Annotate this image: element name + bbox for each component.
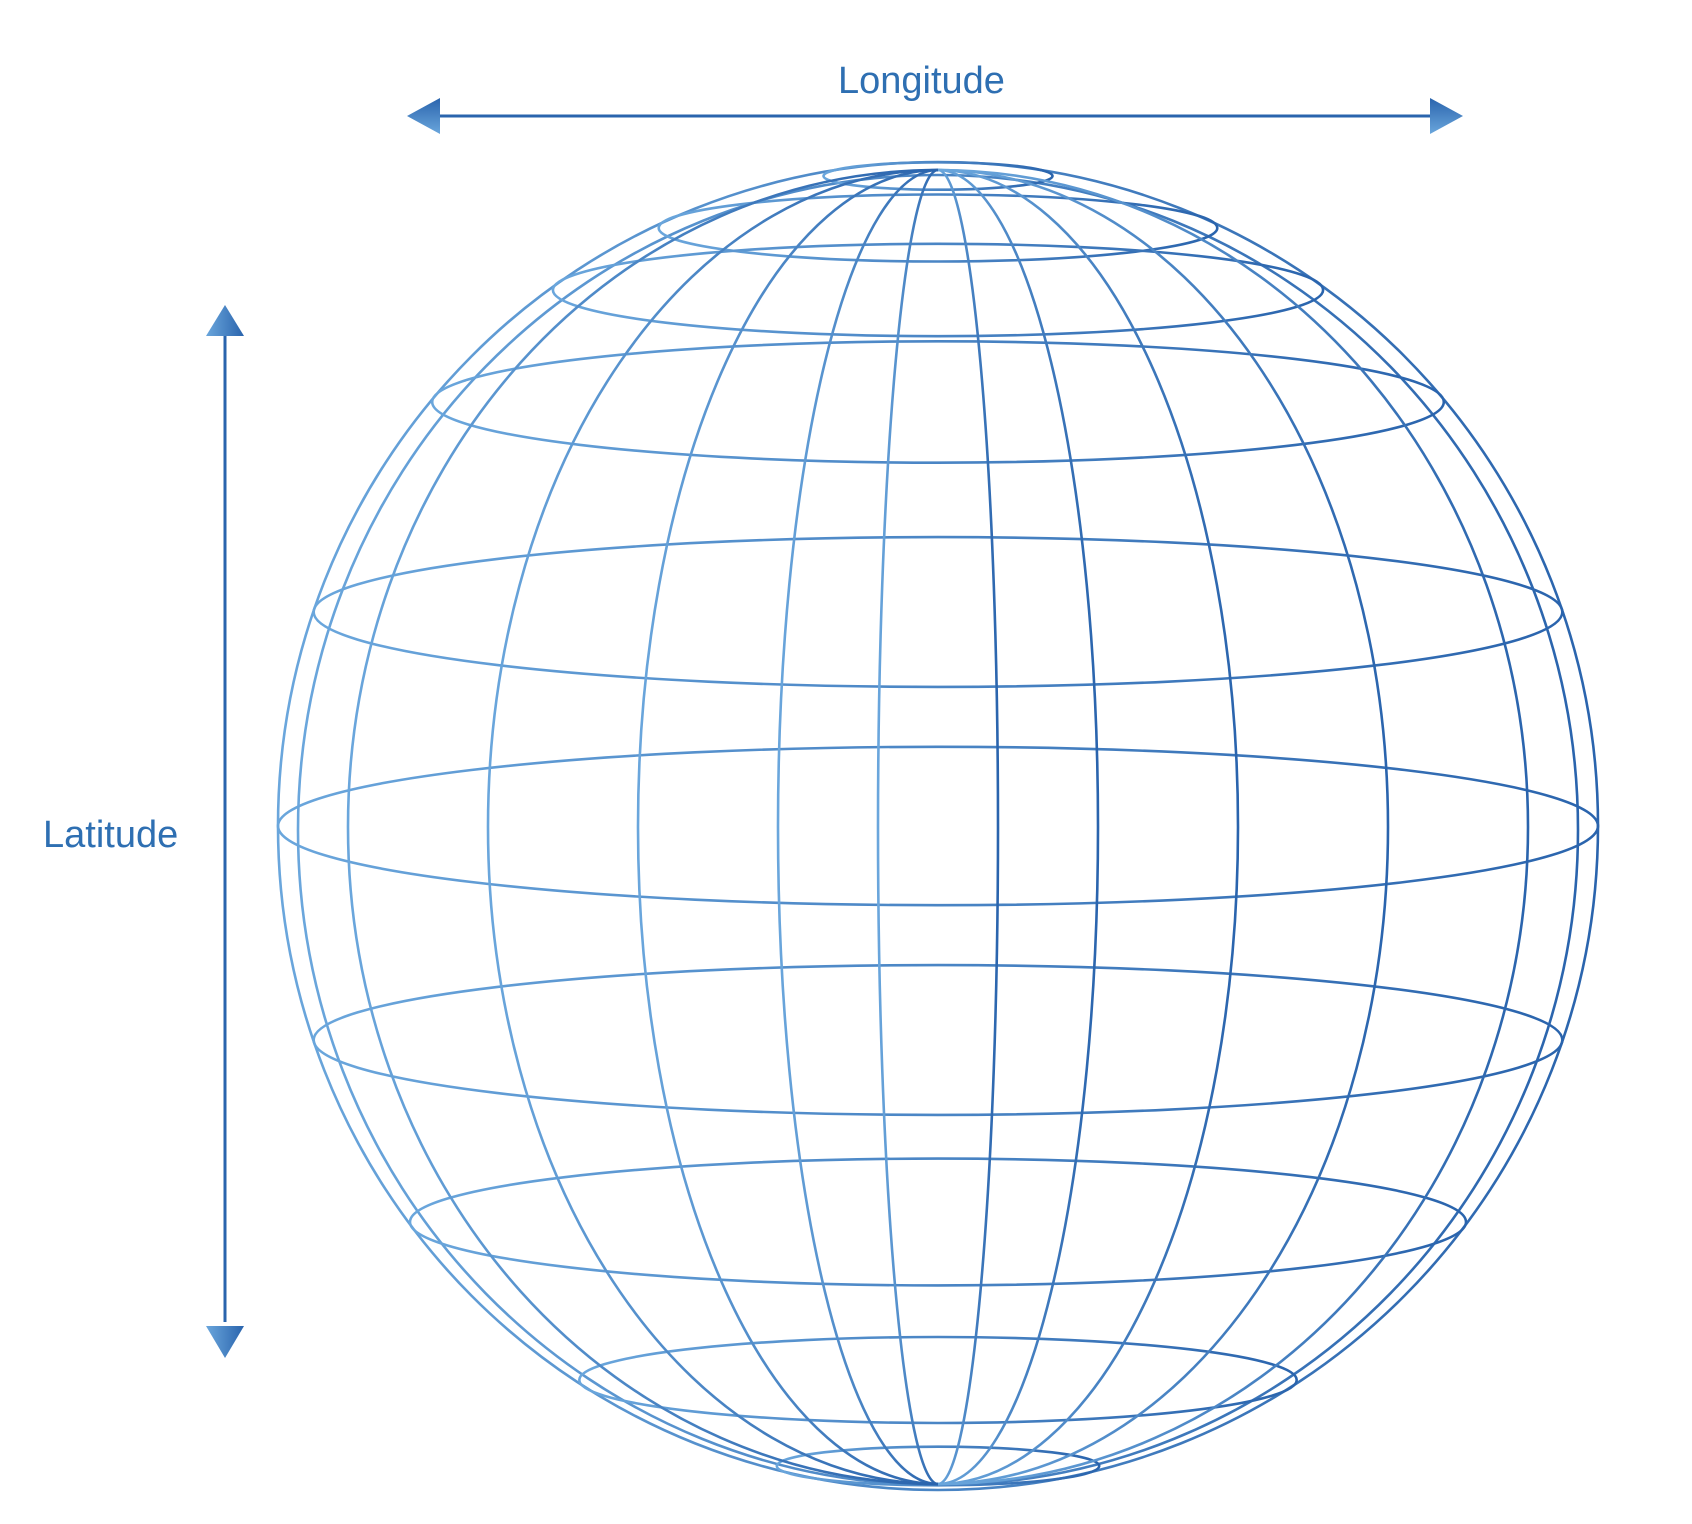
longitude-arrow-icon [407,98,1463,134]
latitude-arrow-icon [206,305,244,1358]
latitude-arrow-bottom-head [206,1326,244,1358]
globe-inner-rim [296,173,1580,1487]
longitude-line [776,168,939,1486]
longitude-arrow-left-head [407,98,440,134]
longitude-line [937,168,1530,1486]
latitude-line [822,161,1054,192]
longitude-line [636,168,939,1486]
latitude-line [312,963,1564,1117]
longitude-line [486,168,939,1486]
longitude-lines [346,168,1530,1486]
latitude-line [577,1335,1299,1425]
longitude-line [937,168,1240,1486]
longitude-line [937,168,1390,1486]
longitude-line [876,168,939,1486]
longitude-arrow-right-head [1430,98,1463,134]
latitude-arrow-top-head [206,305,244,336]
latitude-line [276,745,1600,907]
latitude-line [551,242,1325,338]
latitude-label: Latitude [43,814,179,856]
latitude-line [430,339,1446,464]
latitude-line [657,193,1219,263]
longitude-line [937,168,1000,1486]
longitude-line [937,168,1100,1486]
longitude-line [346,168,939,1486]
latitude-line [408,1157,1468,1287]
globe-grid [276,160,1600,1492]
latitude-lines [276,161,1600,1487]
longitude-label: Longitude [838,60,1005,102]
latitude-line [775,1445,1101,1487]
latitude-line [312,535,1564,689]
globe-outline [276,160,1600,1492]
